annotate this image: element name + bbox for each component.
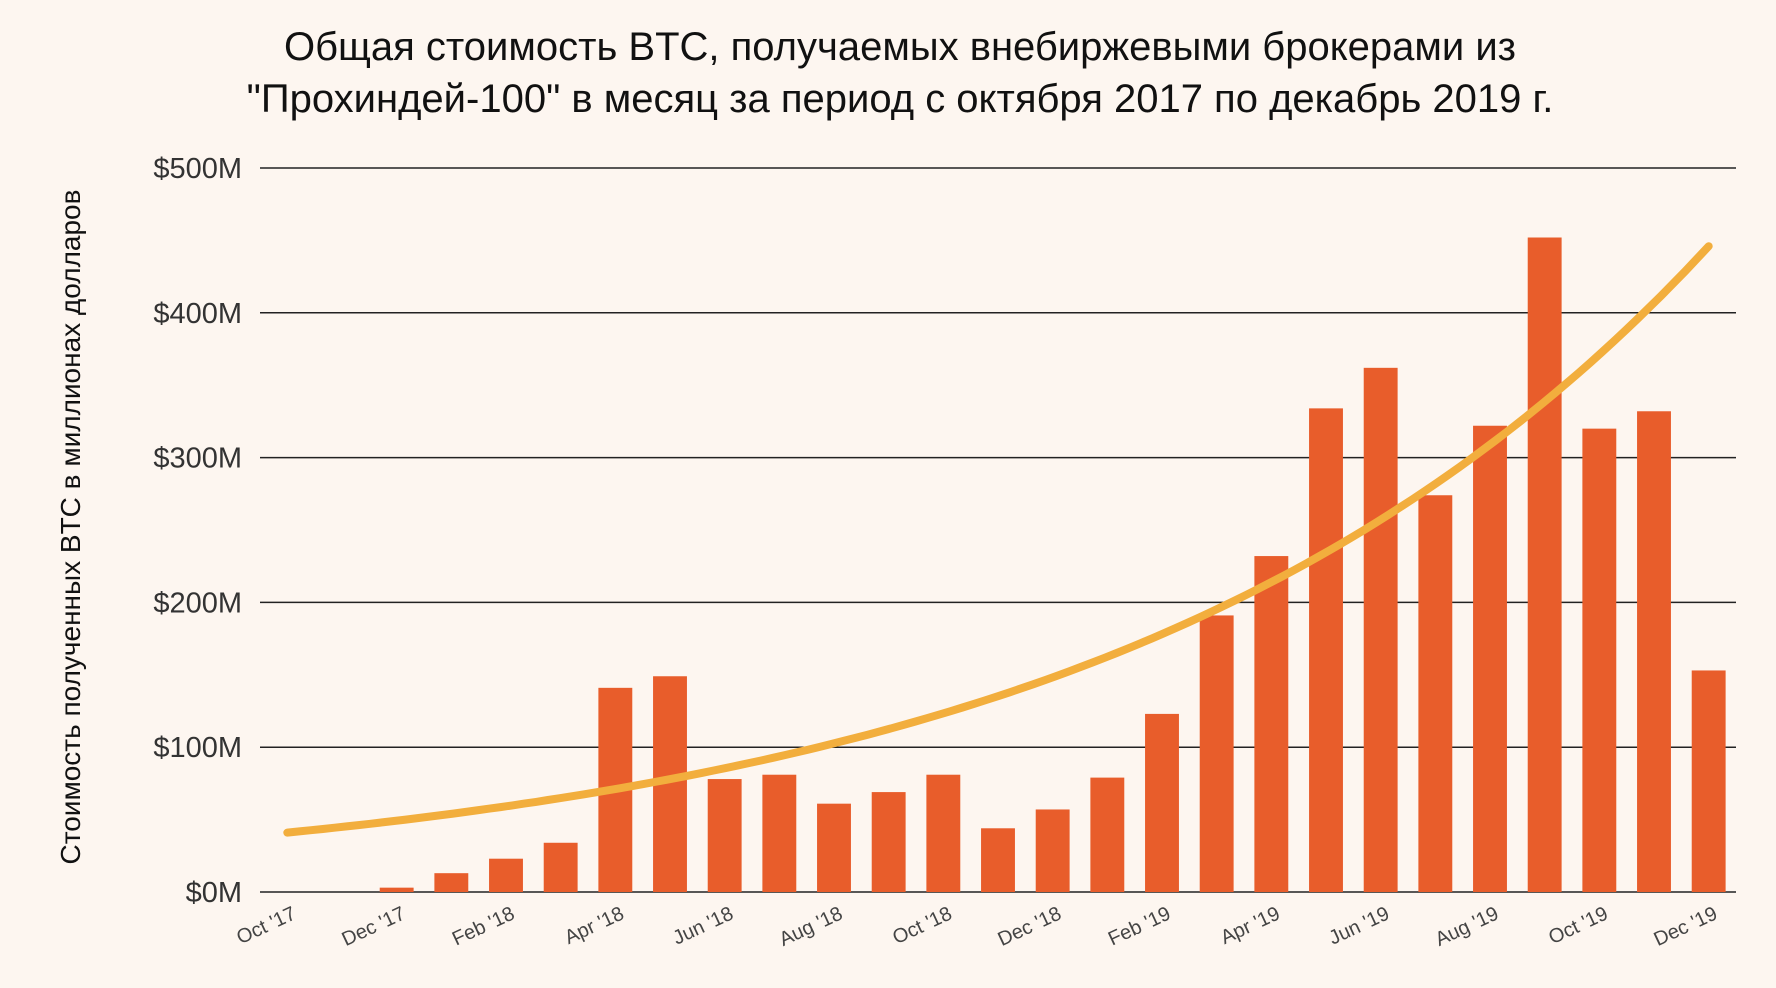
y-tick-label: $100M (153, 732, 242, 764)
x-tick-label: Aug '18 (776, 903, 846, 951)
bar (489, 858, 523, 892)
x-axis-ticks: Oct '17 Dec '17 Feb '18 Apr '18 Jun '18 Aug '… (233, 903, 1720, 951)
bar (1035, 809, 1070, 892)
bar (707, 779, 742, 892)
x-tick-label: Aug '19 (1432, 903, 1502, 951)
x-tick-label: Jun '18 (670, 903, 737, 950)
y-tick-label: $500M (153, 153, 242, 185)
bar (1691, 670, 1726, 892)
y-axis-ticks: $0M $100M $200M $300M $400M $500M (153, 153, 242, 909)
bar (817, 803, 851, 892)
bar (1199, 615, 1234, 892)
x-tick-label: Apr '19 (1217, 903, 1283, 949)
chart-title: Общая стоимость BTC, получаемых внебирже… (247, 25, 1554, 121)
x-tick-label: Apr '18 (561, 903, 627, 949)
y-tick-label: $0M (186, 877, 242, 909)
chart-title-line-2: "Прохиндей-100" в месяц за период с октя… (247, 77, 1554, 121)
bar (981, 828, 1015, 892)
y-tick-label: $200M (153, 587, 242, 619)
bar (1363, 367, 1398, 893)
x-tick-label: Oct '17 (233, 903, 299, 949)
bar (871, 792, 906, 892)
x-tick-label: Dec '17 (339, 903, 409, 951)
bar (543, 842, 578, 892)
y-axis-label: Стоимость полученных BTC в миллионах дол… (55, 190, 86, 865)
bar (1309, 408, 1343, 892)
x-tick-label: Oct '18 (889, 903, 955, 949)
bar (434, 873, 469, 892)
bar (1473, 425, 1507, 892)
bars (379, 237, 1726, 893)
bar (1418, 495, 1453, 892)
bar (1637, 411, 1671, 892)
gridlines (260, 167, 1736, 893)
x-tick-label: Feb '19 (1105, 903, 1174, 951)
chart-title-line-1: Общая стоимость BTC, получаемых внебирже… (284, 25, 1516, 69)
y-tick-label: $400M (153, 298, 242, 330)
trendline (283, 242, 1713, 837)
bar (379, 887, 414, 892)
bar (1527, 237, 1562, 892)
x-tick-label: Oct '19 (1545, 903, 1611, 949)
bar (926, 774, 961, 892)
x-tick-label: Jun '19 (1326, 903, 1393, 950)
x-tick-label: Dec '18 (995, 903, 1065, 951)
x-tick-label: Feb '18 (449, 903, 518, 951)
bar (762, 774, 797, 892)
bar (1254, 556, 1289, 892)
bar (1090, 777, 1125, 892)
y-tick-label: $300M (153, 443, 242, 475)
bar (1582, 428, 1617, 892)
x-tick-label: Dec '19 (1651, 903, 1721, 951)
trendline-group (283, 242, 1713, 837)
bar (1145, 713, 1179, 892)
